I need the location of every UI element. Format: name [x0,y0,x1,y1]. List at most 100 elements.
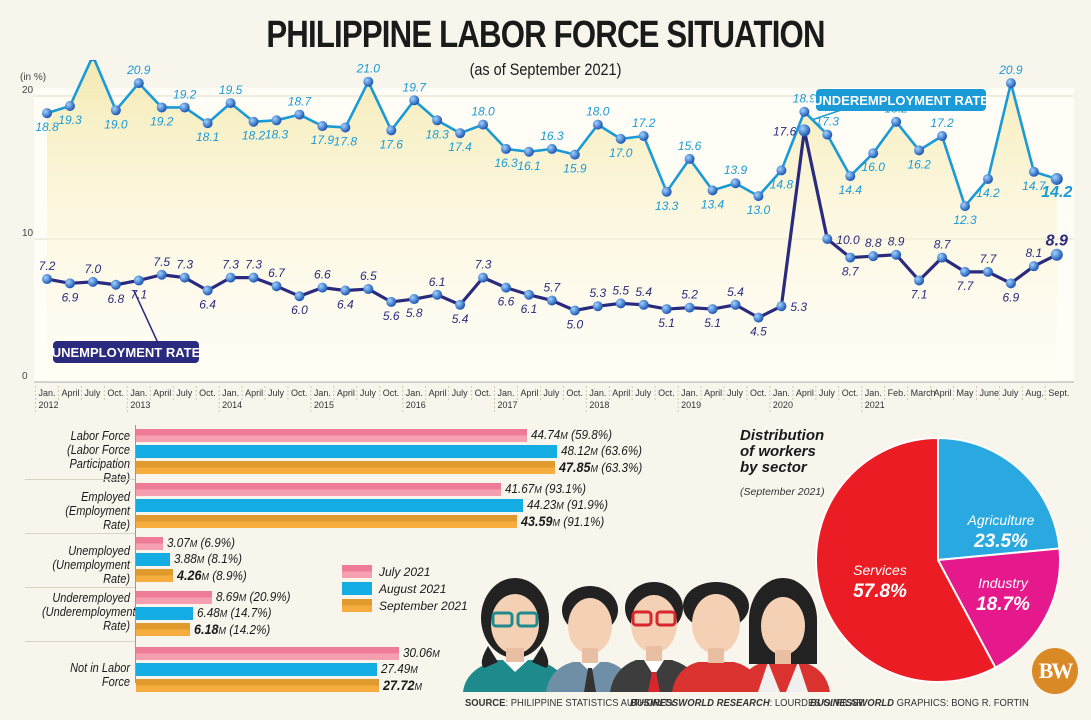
category-label-line: (Unemployment Rate) [52,558,130,586]
underemployment-value-label: 19.2 [173,87,197,101]
underemployment-value-label: 17.9 [311,133,335,147]
category-label-line: Not in Labor Force [70,661,130,689]
underemployment-value-label: 18.3 [265,127,289,141]
bar-unit: M [590,447,598,458]
unemployment-value-label: 5.1 [658,316,675,330]
x-tick-label: April [153,388,171,398]
category-label: Labor Force (Labor Force Participation Rat… [42,429,130,485]
unemployment-value-label: 7.7 [980,252,998,266]
x-tick-label: March [911,388,936,398]
bar-value: 47.85 [558,459,591,475]
research-text: : LOURDES O. PILAR [769,697,864,709]
legend-item-august: August 2021 [342,580,468,597]
unemployment-value-label: 8.7 [842,265,860,279]
category-label-line: Rate) [103,619,130,633]
underemployment-value-label: 17.0 [609,146,633,160]
x-tick-label: July [1002,388,1019,398]
bar-jul [136,591,213,604]
bar-pct: (14.2%) [226,622,271,637]
underemployment-value-label: 15.9 [563,162,587,176]
x-tick-label: Jan. [498,388,515,398]
underemployment-value-label: 13.9 [724,163,748,177]
bar-value: 6.18 [194,621,219,637]
bar-unit: M [533,485,542,496]
graphics-brand: BUSINESSWORLD [810,697,895,709]
pie-slice-label: Industry [978,575,1029,591]
bar-jul [136,647,400,660]
pie-slice-label: Services [853,562,907,578]
bar-sep [136,569,174,582]
underemployment-value-label: 14.8 [770,177,794,191]
x-tick-label: Jan. [39,388,56,398]
underemployment-value-label: 17.8 [334,134,358,148]
x-tick-label: July [819,388,836,398]
x-tick-label: Jan. [681,388,698,398]
y-tick-label: 0 [22,371,28,382]
category-label-line: (Employment Rate) [65,504,130,532]
x-tick-label: Aug. [1025,388,1044,398]
bar-aug [136,553,170,566]
y-unit-label: (in %) [20,72,46,83]
x-tick-label: April [704,388,722,398]
underemployment-value-label: 19.7 [403,80,428,94]
pie-slice-value: 18.7% [976,594,1030,615]
y-tick-label: 10 [22,228,34,239]
unemployment-value-label: 5.3 [790,300,807,314]
category-label: Unemployed (Unemployment Rate) [42,544,130,586]
graphics-label: GRAPHICS [894,697,946,709]
unemployment-value-label: 7.2 [39,259,56,273]
bar-unit: M [238,593,247,604]
bar-value-label: 41.67M (93.1%) [505,481,586,496]
unemployment-value-label: 5.3 [589,286,606,300]
businessworld-logo: BW [1032,648,1078,694]
x-tick-label: Jan. [130,388,147,398]
graphics-credit: BUSINESSWORLD GRAPHICS: BONG R. FORTIN [810,697,1029,709]
bar-value: 27.49 [380,661,410,676]
x-tick-label: Jan. [222,388,239,398]
x-tick-label: July [452,388,469,398]
underemployment-value-label: 17.4 [448,140,472,154]
bar-unit: M [219,609,227,620]
underemployment-value-label: 17.2 [632,116,656,130]
underemployment-value-label: 12.3 [953,213,977,227]
category-label: Underemployed (Underemployment Rate) [42,591,136,633]
research-credit: BUSINESSWORLD RESEARCH: LOURDES O. PILAR [630,697,863,709]
category-label-line: (Labor Force [67,443,130,457]
bar-sep [136,515,518,528]
category-label-line: Unemployed [68,544,130,558]
category-divider [25,641,135,642]
underemployment-value-label: 14.2 [976,186,1000,200]
bar-value-label: 6.18M (14.2%) [194,621,270,637]
unemployment-value-label: 6.0 [291,303,308,317]
bar-unit: M [189,539,198,550]
x-tick-year: 2013 [130,400,150,410]
underemployment-value-label: 19.0 [104,117,128,131]
bar-sep [136,461,555,474]
x-tick-label: Feb. [888,388,906,398]
unemployment-value-label: 6.4 [337,297,354,311]
x-tick-year: 2018 [589,400,609,410]
bar-legend: July 2021 August 2021 September 2021 [342,563,468,614]
bar-jul [136,537,163,550]
bar-pct: (8.1%) [204,551,242,566]
unemployment-value-label: 5.0 [567,318,584,332]
underemployment-callout: UNDEREMPLOYMENT RATE [813,93,989,108]
x-tick-label: July [84,388,101,398]
pie-slice-industry [936,547,1061,669]
bar-aug [136,445,558,458]
bar-value: 3.07 [166,535,190,550]
category-label-line: Underemployed [52,591,131,605]
unemployment-value-label: 4.5 [750,325,767,339]
bar-jul [136,429,528,442]
legend-label: July 2021 [379,564,431,579]
page-subtitle: (as of September 2021) [469,60,622,79]
x-tick-label: April [429,388,447,398]
research-label: BUSINESSWORLD RESEARCH [630,697,770,709]
bar-unit: M [552,518,561,529]
bar-value-label: 44.23M (91.9%) [527,497,608,512]
x-tick-year: 2020 [773,400,793,410]
underemployment-value-label: 13.0 [747,203,771,217]
workers-illustration [463,578,830,692]
unemployment-value-label: 5.4 [452,312,469,326]
unemployment-value-label: 7.7 [957,279,975,293]
